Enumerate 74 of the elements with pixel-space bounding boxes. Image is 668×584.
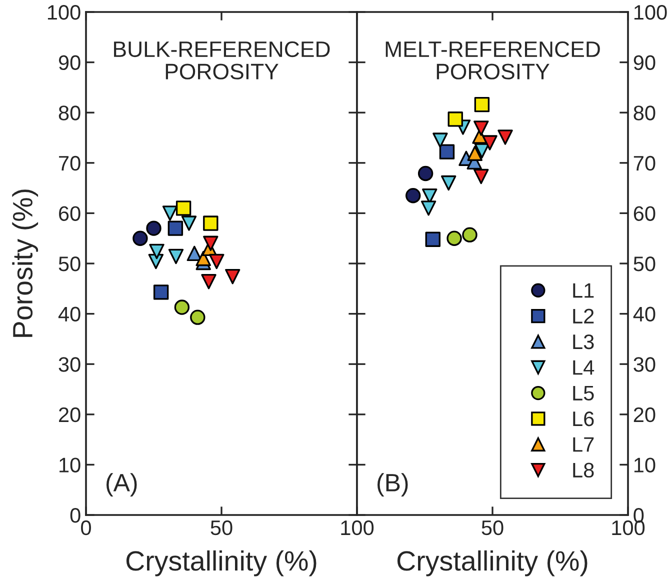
point [498,130,513,145]
point [186,246,202,262]
point [176,200,192,216]
y-tick-label: 40 [58,306,80,322]
point [203,216,218,231]
y2-tick-label: 60 [634,206,656,221]
point [153,284,169,300]
y-tick-label: 60 [59,206,80,221]
point [149,244,164,260]
y2-tick-label: 30 [634,357,656,372]
annotation: (A) [106,473,137,496]
y-tick-label: 70 [59,156,80,171]
point [190,310,206,325]
legend-label: L8 [573,462,594,478]
point [440,175,456,191]
point [425,232,440,247]
point [474,96,490,112]
y2-tick-label: 50 [634,256,656,272]
legend-label: L1 [573,283,594,298]
y2-tick-label: 10 [634,458,656,472]
y-tick-label: 0 [70,508,80,523]
point [474,120,489,136]
y-tick-label: 20 [59,407,80,422]
annotation: BULK-REFERENCED POROSITY [114,41,330,80]
y-axis-title: Porosity (%) [12,190,38,337]
annotation: (B) [378,473,408,496]
legend-label: L7 [573,437,594,452]
y2-tick-label: 20 [634,407,656,422]
point [418,166,434,182]
point [168,220,184,236]
legend-label: L2 [573,308,594,324]
point [225,268,240,284]
x-tick-label: 100 [341,520,374,536]
y-tick-label: 10 [60,458,80,472]
x-tick-label: 50 [210,520,232,536]
point [203,236,218,251]
x-axis-title: Crystallinity (%) [397,550,588,576]
y2-tick-label: 100 [634,5,667,20]
y-tick-label: 30 [58,357,80,372]
y-tick-label: 100 [48,5,80,20]
point [405,188,421,204]
point [201,274,216,290]
point [446,230,462,246]
legend-label: L6 [573,411,594,426]
point [146,220,162,236]
point [439,144,455,160]
point [448,112,463,127]
point [181,216,197,231]
annotation: MELT-REFERENCED POROSITY [386,41,600,80]
point [168,248,184,264]
point [462,227,478,242]
point [132,230,148,246]
legend-label: L5 [573,386,594,401]
y-tick-label: 50 [58,256,80,272]
point [174,300,190,315]
point [432,132,448,148]
point [482,135,498,150]
x-axis-title: Crystallinity (%) [126,550,316,576]
y-tick-label: 80 [58,106,80,120]
y-tick-label: 90 [58,55,80,70]
point [467,146,482,161]
y2-tick-label: 90 [634,55,656,70]
y2-tick-label: 80 [634,106,656,120]
legend-label: L3 [573,334,594,350]
point [209,254,224,270]
point [420,200,436,216]
point [474,168,489,184]
x-tick-label: 0 [81,520,91,536]
point [162,206,178,221]
x-tick-label: 50 [482,520,504,536]
point [196,250,211,266]
y2-tick-label: 70 [634,156,656,171]
legend-label: L4 [573,360,594,375]
y2-tick-label: 40 [633,306,656,322]
